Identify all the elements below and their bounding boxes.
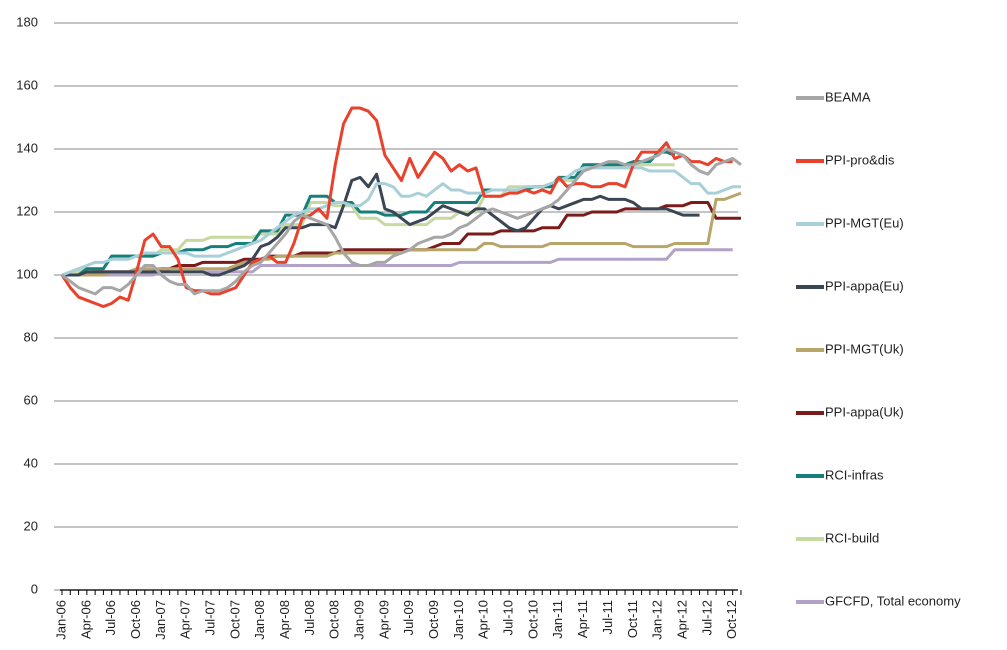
- x-tick-label: Oct-12: [724, 600, 739, 639]
- legend-label: PPI-MGT(Eu): [825, 215, 904, 230]
- x-tick-label: Jul-08: [302, 600, 317, 635]
- x-tick-label: Jan-08: [252, 600, 267, 640]
- x-tick-label: Oct-09: [426, 600, 441, 639]
- x-tick-label: Oct-10: [525, 600, 540, 639]
- x-tick-label: Jan-09: [352, 600, 367, 640]
- y-tick-label: 0: [31, 581, 38, 596]
- x-tick-label: Jan-10: [451, 600, 466, 640]
- legend-label: GFCFD, Total economy: [825, 593, 961, 608]
- x-tick-label: Apr-07: [178, 600, 193, 639]
- x-tick-label: Jul-11: [600, 600, 615, 634]
- legend-label: BEAMA: [825, 89, 871, 104]
- legend-label: RCI-infras: [825, 467, 884, 482]
- y-tick-label: 80: [24, 329, 38, 344]
- x-tick-label: Oct-07: [227, 600, 242, 639]
- legend-label: RCI-build: [825, 530, 879, 545]
- x-tick-label: Jan-12: [650, 600, 665, 640]
- x-tick-label: Jul-06: [103, 600, 118, 635]
- x-tick-label: Jul-09: [401, 600, 416, 635]
- legend-label: PPI-pro&dis: [825, 152, 895, 167]
- y-tick-label: 160: [16, 77, 38, 92]
- x-tick-label: Apr-06: [78, 600, 93, 639]
- x-tick-label: Jul-10: [501, 600, 516, 635]
- x-tick-label: Apr-11: [575, 600, 590, 638]
- series-line: [60, 106, 733, 308]
- x-tick-label: Oct-11: [625, 600, 640, 638]
- y-tick-label: 20: [24, 518, 38, 533]
- x-tick-label: Apr-08: [277, 600, 292, 639]
- y-tick-label: 140: [16, 140, 38, 155]
- y-tick-label: 120: [16, 203, 38, 218]
- legend-label: PPI-MGT(Uk): [825, 341, 904, 356]
- series-line: [62, 201, 741, 277]
- series-line: [62, 172, 700, 277]
- x-tick-label: Apr-10: [476, 600, 491, 639]
- x-tick-label: Oct-08: [327, 600, 342, 639]
- x-tick-label: Jan-07: [153, 600, 168, 640]
- legend-label: PPI-appa(Eu): [825, 278, 904, 293]
- x-tick-label: Jul-12: [699, 600, 714, 635]
- y-tick-label: 100: [16, 266, 38, 281]
- y-tick-label: 40: [24, 455, 38, 470]
- x-tick-label: Oct-06: [128, 600, 143, 639]
- x-tick-label: Apr-09: [376, 600, 391, 639]
- x-tick-label: Jan-06: [53, 600, 68, 640]
- series-line: [62, 163, 675, 277]
- legend-label: PPI-appa(Uk): [825, 404, 904, 419]
- x-tick-label: Jul-07: [202, 600, 217, 635]
- series-line: [61, 147, 742, 296]
- y-tick-label: 180: [16, 14, 38, 29]
- y-tick-label: 60: [24, 392, 38, 407]
- x-tick-label: Apr-12: [674, 600, 689, 639]
- x-tick-label: Jan-11: [550, 600, 565, 639]
